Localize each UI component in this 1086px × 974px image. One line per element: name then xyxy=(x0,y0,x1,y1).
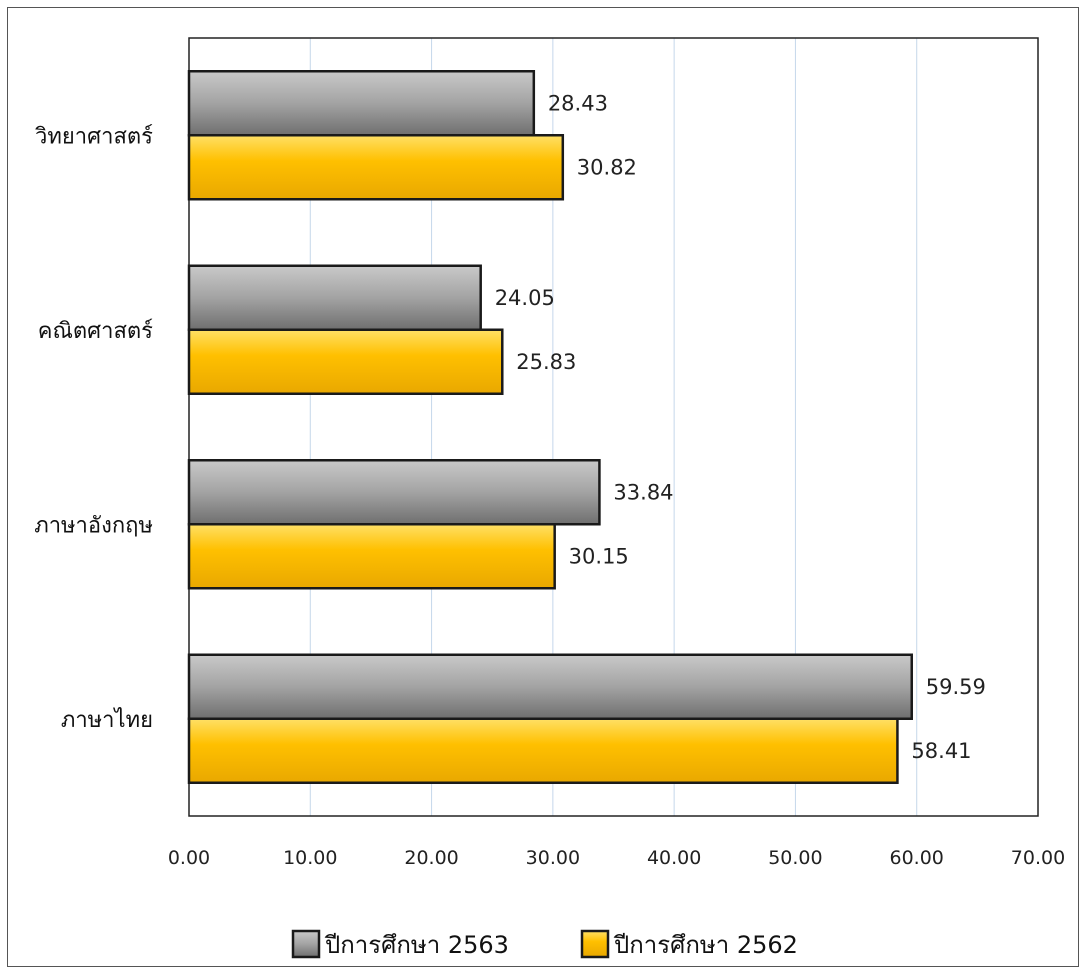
legend-swatch xyxy=(580,929,610,959)
bar-2562 xyxy=(187,134,565,201)
bar-2562 xyxy=(187,328,504,395)
bar-2563 xyxy=(187,264,482,331)
category-label: วิทยาศาสตร์ xyxy=(34,124,153,149)
x-tick-label: 10.00 xyxy=(283,847,337,869)
x-tick-label: 0.00 xyxy=(168,847,210,869)
x-tick-label: 20.00 xyxy=(404,847,458,869)
bar-2562 xyxy=(187,717,899,784)
data-label: 58.41 xyxy=(911,739,971,763)
data-label: 30.82 xyxy=(577,155,637,179)
x-tick-label: 40.00 xyxy=(647,847,701,869)
data-label: 33.84 xyxy=(613,480,673,504)
category-label: ภาษาไทย xyxy=(61,707,153,733)
data-label: 30.15 xyxy=(569,544,629,568)
category-label: คณิตศาสตร์ xyxy=(38,319,153,344)
bar-2563 xyxy=(187,70,536,137)
bar-2563 xyxy=(187,653,913,720)
x-tick-label: 30.00 xyxy=(526,847,580,869)
data-label: 28.43 xyxy=(548,91,608,115)
x-tick-label: 70.00 xyxy=(1011,847,1065,869)
legend-label: ปีการศึกษา 2562 xyxy=(613,931,798,959)
data-label: 59.59 xyxy=(926,675,986,699)
data-label: 25.83 xyxy=(516,350,576,374)
bar-2563 xyxy=(187,459,601,526)
x-tick-label: 50.00 xyxy=(768,847,822,869)
bars xyxy=(187,70,913,784)
legend: ปีการศึกษา 2563 ปีการศึกษา 2562 xyxy=(291,929,798,959)
legend-label: ปีการศึกษา 2563 xyxy=(324,931,509,959)
bar-2562 xyxy=(187,523,556,590)
plot-area xyxy=(188,37,1039,817)
x-tick-label: 60.00 xyxy=(890,847,944,869)
legend-swatch xyxy=(291,929,321,959)
data-label: 24.05 xyxy=(495,286,555,310)
chart-frame xyxy=(7,7,1079,967)
category-label: ภาษาอังกฤษ xyxy=(34,513,153,538)
labels: 0.00 10.00 20.00 30.00 40.00 50.00 60.00 70.00 ว… xyxy=(34,91,1065,869)
